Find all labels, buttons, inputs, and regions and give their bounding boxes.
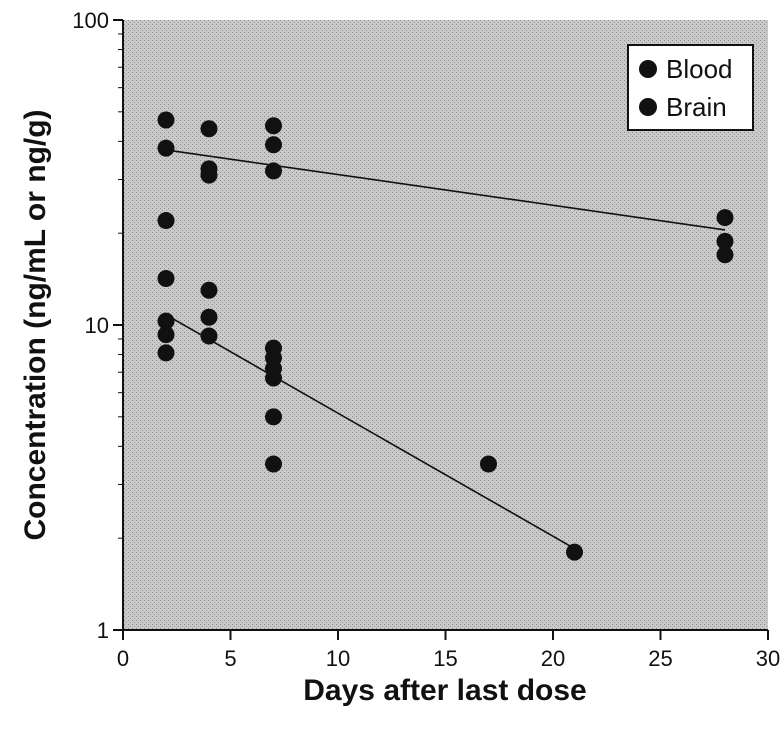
- blood-data-point: [200, 308, 218, 326]
- legend-marker-brain: [639, 98, 657, 116]
- x-tick-label: 20: [541, 646, 565, 671]
- trend-lines: [165, 149, 726, 550]
- brain-data-point: [157, 212, 175, 230]
- blood-data-point: [265, 455, 282, 473]
- blood-data-point: [265, 369, 282, 387]
- blood-data-point: [200, 281, 218, 299]
- legend-marker-blood: [639, 60, 657, 78]
- blood-data-point: [265, 408, 282, 426]
- legend-label-blood: Blood: [666, 54, 733, 84]
- brain-data-point: [265, 136, 282, 154]
- brain-data-point: [265, 162, 282, 180]
- x-tick-label: 10: [326, 646, 350, 671]
- brain-data-point: [716, 246, 734, 264]
- blood-data-point: [157, 344, 175, 362]
- brain-data-point: [716, 209, 734, 227]
- brain-data-point: [265, 117, 282, 135]
- blood-data-point: [566, 543, 583, 561]
- brain-data-point: [200, 120, 218, 138]
- brain-data-point: [200, 166, 218, 184]
- y-tick-label: 100: [72, 8, 109, 33]
- blood-data-point: [157, 270, 175, 288]
- blood-data-point: [157, 312, 175, 330]
- x-tick-label: 15: [433, 646, 457, 671]
- x-tick-label: 25: [648, 646, 672, 671]
- blood-data-point: [480, 455, 497, 473]
- blood-data-point: [157, 326, 175, 344]
- legend-label-brain: Brain: [666, 92, 727, 122]
- axis-ticks: 0 5 10 15 20 25 30 1 10 100: [72, 8, 780, 671]
- brain-data-point: [157, 111, 175, 129]
- legend: Blood Brain: [627, 44, 754, 131]
- x-tick-label: 30: [756, 646, 780, 671]
- brain-data-point: [716, 232, 734, 250]
- brain-trend-line: [165, 149, 726, 231]
- y-tick-label: 1: [97, 618, 109, 643]
- data-points: [157, 111, 734, 561]
- x-tick-label: 5: [224, 646, 236, 671]
- y-tick-label: 10: [85, 313, 109, 338]
- blood-trend-line: [165, 314, 575, 550]
- brain-data-point: [157, 139, 175, 157]
- y-axis-title: Concentration (ng/mL or ng/g): [19, 109, 52, 540]
- x-tick-label: 0: [117, 646, 129, 671]
- x-axis-title: Days after last dose: [303, 674, 586, 707]
- blood-data-point: [200, 327, 218, 345]
